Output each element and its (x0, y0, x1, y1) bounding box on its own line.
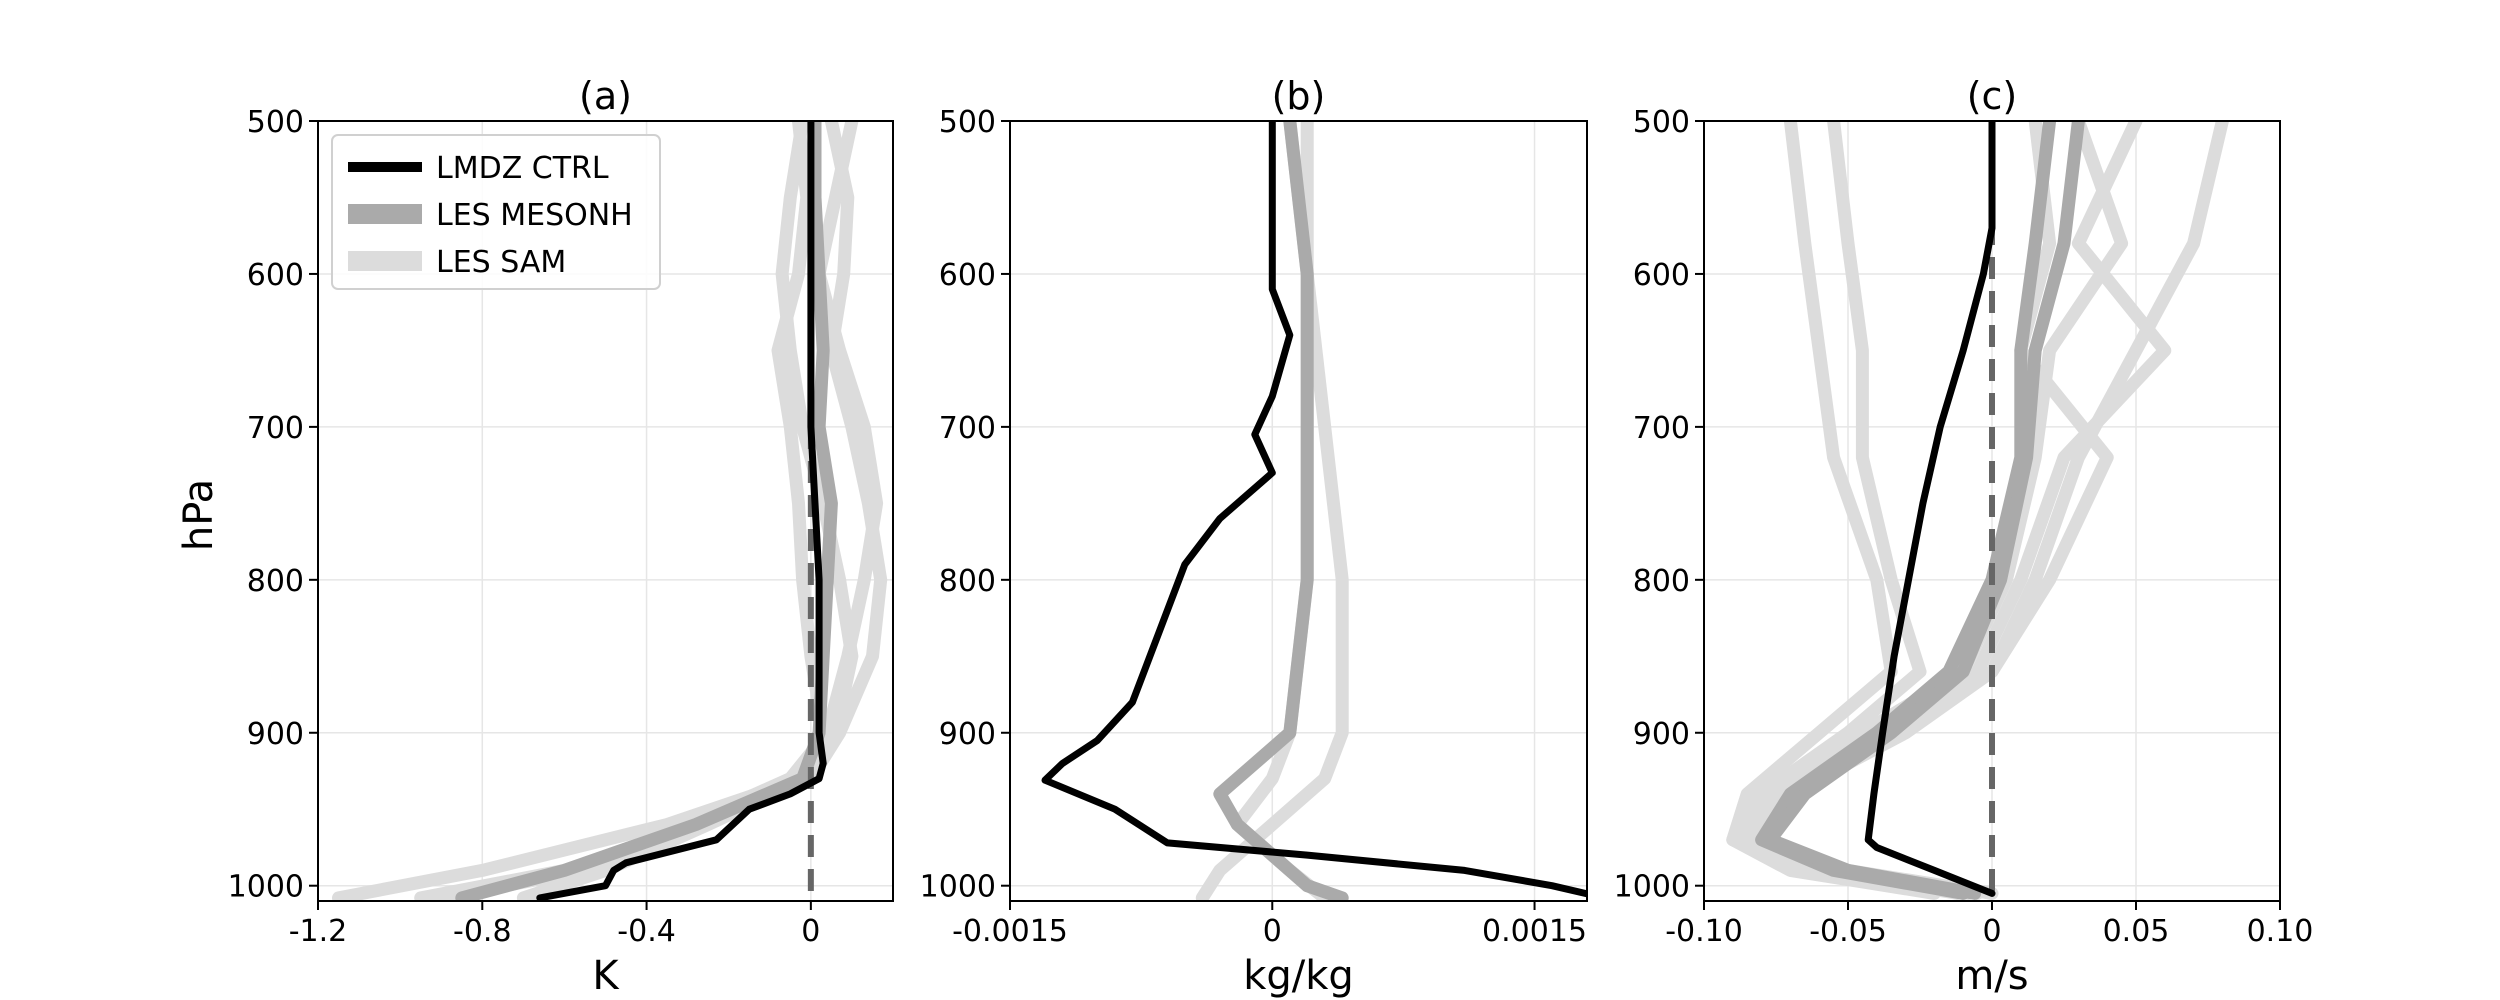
x-tick-label: -0.05 (1809, 914, 1887, 949)
series-les-mesonh-line (1763, 121, 2085, 900)
y-axis-label: hPa (176, 479, 222, 551)
legend-box (331, 134, 661, 290)
panel-c: -0.10 -0.05 0 0.05 0.10 500 600 700 800 900 1000 (c… (1614, 74, 2314, 999)
x-tick-label: -0.8 (453, 914, 512, 949)
y-tick-label: 700 (939, 411, 996, 446)
panel-a: -1.2 -0.8 -0.4 0 500 600 700 800 900 1000 (a) K (228, 74, 894, 999)
series-lmdz-ctrl-line (536, 121, 827, 901)
x-tick-label: 0 (1263, 914, 1282, 949)
legend: LMDZ CTRL LES MESONH LES SAM (331, 134, 661, 290)
panel-title: (c) (1967, 74, 2018, 118)
plot-frame (317, 120, 894, 902)
y-tick-label: 1000 (228, 870, 304, 905)
y-tick-label: 700 (1633, 411, 1690, 446)
x-tick-label: 0 (801, 914, 820, 949)
x-tick-label: 0.10 (2247, 914, 2314, 949)
series-les-mesonh-line (1213, 121, 1349, 901)
y-tick-label: 900 (1633, 717, 1690, 752)
x-tick-label: 0.05 (2103, 914, 2170, 949)
series-les-mesonh-line (455, 121, 838, 901)
plot-area (1726, 121, 2229, 901)
y-tick-label: 1000 (1614, 870, 1690, 905)
y-tick-label: 700 (247, 411, 304, 446)
y-tick-label: 800 (939, 564, 996, 599)
plot-area (332, 121, 888, 901)
y-tick-label: 900 (939, 717, 996, 752)
series-les-sam-line (332, 121, 859, 901)
x-tick-label: 0.0015 (1482, 914, 1587, 949)
y-tick-label: 500 (247, 105, 304, 140)
legend-label: LES SAM (436, 245, 566, 280)
y-tick-label: 600 (939, 258, 996, 293)
y-tick-label: 500 (939, 105, 996, 140)
x-tick-label: -0.0015 (952, 914, 1068, 949)
x-axis-label: kg/kg (1243, 953, 1354, 999)
x-axis-label: m/s (1955, 953, 2028, 999)
plot-area (1041, 121, 1587, 901)
y-tick-label: 900 (247, 717, 304, 752)
plot-frame (1009, 120, 1588, 902)
x-tick-label: -1.2 (289, 914, 348, 949)
panel-title: (b) (1272, 74, 1326, 118)
x-tick-label: -0.10 (1665, 914, 1743, 949)
series-lmdz-ctrl-line (1041, 121, 1587, 898)
x-axis-label: K (592, 953, 620, 999)
y-tick-label: 800 (247, 564, 304, 599)
panel-title: (a) (579, 74, 632, 118)
legend-label: LES MESONH (436, 198, 633, 233)
panel-b: -0.0015 0 0.0015 500 600 700 800 900 1000 (b) kg/k… (920, 74, 1588, 999)
y-tick-label: 600 (1633, 258, 1690, 293)
y-tick-label: 500 (1633, 105, 1690, 140)
x-tick-label: -0.4 (617, 914, 676, 949)
x-tick-label: 0 (1982, 914, 2001, 949)
y-tick-label: 800 (1633, 564, 1690, 599)
series-les-sam-line (1734, 121, 1964, 900)
y-tick-label: 1000 (920, 870, 996, 905)
legend-label: LMDZ CTRL (436, 151, 609, 186)
series-lmdz-ctrl-line (1864, 121, 1996, 897)
y-tick-label: 600 (247, 258, 304, 293)
